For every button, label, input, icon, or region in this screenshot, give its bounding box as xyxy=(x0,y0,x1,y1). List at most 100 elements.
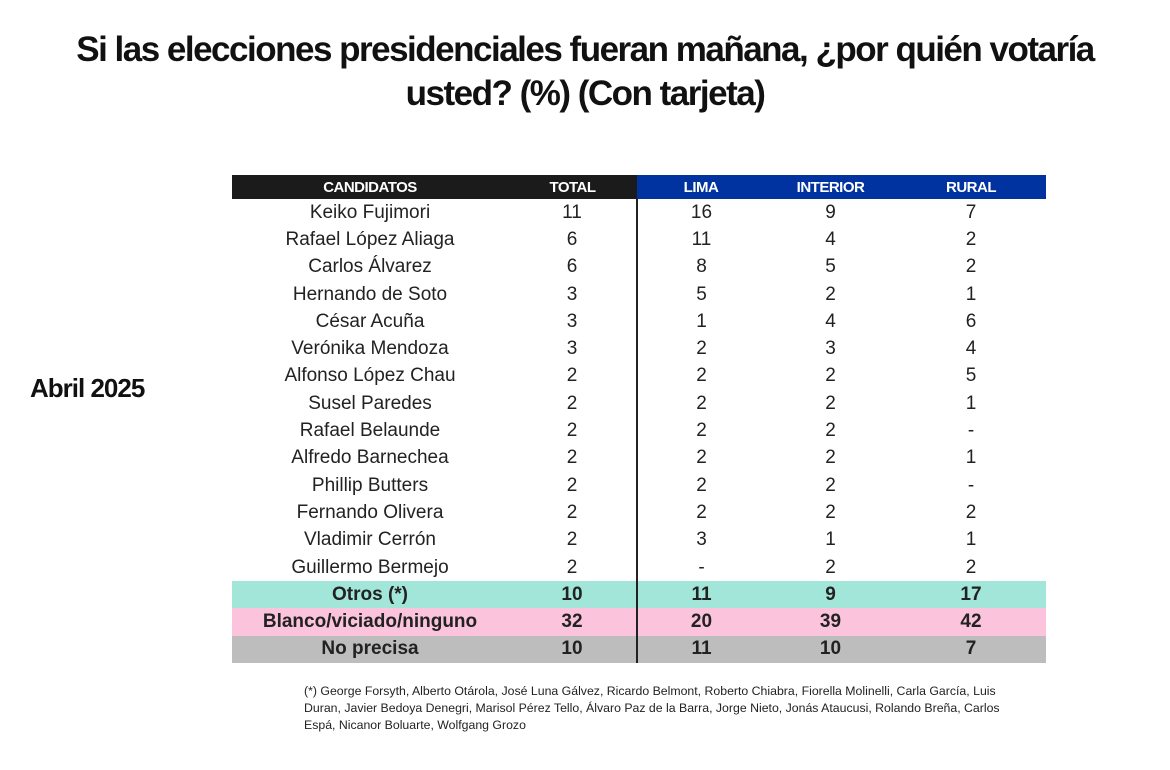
cell-lima: 2 xyxy=(636,499,765,527)
table-row: Carlos Álvarez 6 8 5 2 xyxy=(232,253,1046,281)
cell-candidate: Verónika Mendoza xyxy=(291,338,449,360)
cell-candidate: Carlos Álvarez xyxy=(308,256,432,278)
cell-candidate: Guillermo Bermejo xyxy=(291,556,449,578)
header-rural: RURAL xyxy=(896,175,1046,199)
cell-interior: 2 xyxy=(825,501,836,523)
cell-interior: 2 xyxy=(825,283,836,305)
cell-total: 32 xyxy=(508,608,637,636)
table-row: Hernando de Soto 3 5 2 1 xyxy=(232,280,1046,309)
table-row: Verónika Mendoza 3 2 3 4 xyxy=(232,335,1046,363)
table-row: Fernando Olivera 2 2 2 2 xyxy=(232,499,1046,527)
cell-total: 2 xyxy=(566,392,578,414)
table-row: Rafael Belaunde 2 2 2 - xyxy=(232,417,1046,445)
cell-total: 3 xyxy=(566,283,578,305)
cell-candidate: Rafael Belaunde xyxy=(299,420,441,442)
cell-rural: 1 xyxy=(965,447,977,469)
cell-rural: 1 xyxy=(965,529,977,551)
cell-lima: 2 xyxy=(636,471,765,500)
chart-title: Si las elecciones presidenciales fueran … xyxy=(76,30,1095,113)
cell-total: 2 xyxy=(566,474,578,496)
cell-total: 2 xyxy=(566,529,578,551)
cell-rural: 7 xyxy=(896,635,1046,664)
cell-interior: 4 xyxy=(825,228,836,250)
cell-total: 10 xyxy=(508,635,637,664)
cell-lima: 11 xyxy=(636,581,765,609)
cell-rural: 17 xyxy=(896,581,1046,609)
cell-interior: 9 xyxy=(765,581,896,609)
cell-interior: 3 xyxy=(825,338,836,360)
table-row: Phillip Butters 2 2 2 - xyxy=(232,471,1046,500)
cell-rural: 4 xyxy=(965,338,977,360)
cell-interior: 2 xyxy=(825,420,836,442)
cell-total: 6 xyxy=(566,256,578,278)
cell-total: 11 xyxy=(562,201,582,223)
cell-total: 2 xyxy=(566,365,578,387)
table-row: Susel Paredes 2 2 2 1 xyxy=(232,390,1046,418)
table-row: No precisa 10 11 10 7 xyxy=(232,635,1046,664)
cell-lima: 20 xyxy=(636,608,765,636)
table-row: Blanco/viciado/ninguno 32 20 39 42 xyxy=(232,608,1046,636)
cell-rural: - xyxy=(967,420,975,442)
cell-interior: 2 xyxy=(825,392,836,414)
cell-rural: 1 xyxy=(965,283,977,305)
cell-candidate: No precisa xyxy=(232,635,508,664)
cell-rural: 2 xyxy=(965,556,977,578)
cell-lima: 2 xyxy=(636,417,765,445)
cell-lima: 11 xyxy=(636,226,765,254)
cell-candidate: Blanco/viciado/ninguno xyxy=(232,608,508,636)
cell-rural: 2 xyxy=(965,228,977,250)
cell-lima: 5 xyxy=(636,280,765,309)
cell-interior: 10 xyxy=(765,635,896,664)
cell-total: 2 xyxy=(566,420,578,442)
cell-interior: 2 xyxy=(825,365,836,387)
cell-candidate: Alfredo Barnechea xyxy=(291,447,449,469)
cell-candidate: Otros (*) xyxy=(232,581,508,609)
cell-lima: 2 xyxy=(636,444,765,472)
cell-interior: 2 xyxy=(825,474,836,496)
header-lima: LIMA xyxy=(637,175,765,199)
table-row: Otros (*) 10 11 9 17 xyxy=(232,581,1046,609)
cell-rural: 1 xyxy=(965,392,977,414)
results-table: CANDIDATOS TOTAL LIMA INTERIOR RURAL Kei… xyxy=(232,175,1046,664)
table-row: Keiko Fujimori 11 16 9 7 xyxy=(232,199,1046,227)
cell-rural: - xyxy=(967,474,975,496)
cell-candidate: Susel Paredes xyxy=(308,392,432,414)
table-row: Guillermo Bermejo 2 - 2 2 xyxy=(232,553,1046,582)
cell-lima: 2 xyxy=(636,390,765,418)
cell-rural: 2 xyxy=(965,501,977,523)
cell-lima: 2 xyxy=(636,335,765,363)
header-row: CANDIDATOS TOTAL LIMA INTERIOR RURAL xyxy=(232,175,1046,199)
cell-total: 2 xyxy=(566,447,578,469)
cell-lima: 2 xyxy=(636,362,765,391)
cell-interior: 1 xyxy=(825,529,836,551)
cell-candidate: Hernando de Soto xyxy=(292,283,448,305)
cell-rural: 42 xyxy=(896,608,1046,636)
cell-total: 2 xyxy=(566,501,578,523)
cell-rural: 2 xyxy=(965,256,977,278)
cell-lima: - xyxy=(636,553,765,582)
cell-interior: 4 xyxy=(825,310,836,332)
cell-total: 10 xyxy=(508,581,637,609)
cell-lima: 3 xyxy=(636,526,765,554)
cell-interior: 39 xyxy=(765,608,896,636)
header-candidatos: CANDIDATOS xyxy=(232,175,508,199)
table-row: Vladimir Cerrón 2 3 1 1 xyxy=(232,526,1046,554)
table-row: Rafael López Aliaga 6 11 4 2 xyxy=(232,226,1046,254)
cell-total: 6 xyxy=(566,228,578,250)
cell-candidate: Phillip Butters xyxy=(311,474,429,496)
cell-candidate: Rafael López Aliaga xyxy=(285,228,455,250)
cell-total: 3 xyxy=(566,310,578,332)
table-row: Alfonso López Chau 2 2 2 5 xyxy=(232,362,1046,391)
cell-interior: 2 xyxy=(825,556,836,578)
cell-lima: 1 xyxy=(636,308,765,336)
cell-rural: 5 xyxy=(965,365,977,387)
cell-interior: 2 xyxy=(825,447,836,469)
cell-total: 3 xyxy=(566,338,578,360)
cell-candidate: Keiko Fujimori xyxy=(309,201,431,223)
header-total: TOTAL xyxy=(508,175,637,199)
footnote: (*) George Forsyth, Alberto Otárola, Jos… xyxy=(304,684,1000,732)
cell-rural: 7 xyxy=(965,201,977,223)
cell-interior: 9 xyxy=(825,201,836,223)
cell-candidate: Alfonso López Chau xyxy=(284,365,456,387)
cell-candidate: Vladimir Cerrón xyxy=(304,529,436,551)
